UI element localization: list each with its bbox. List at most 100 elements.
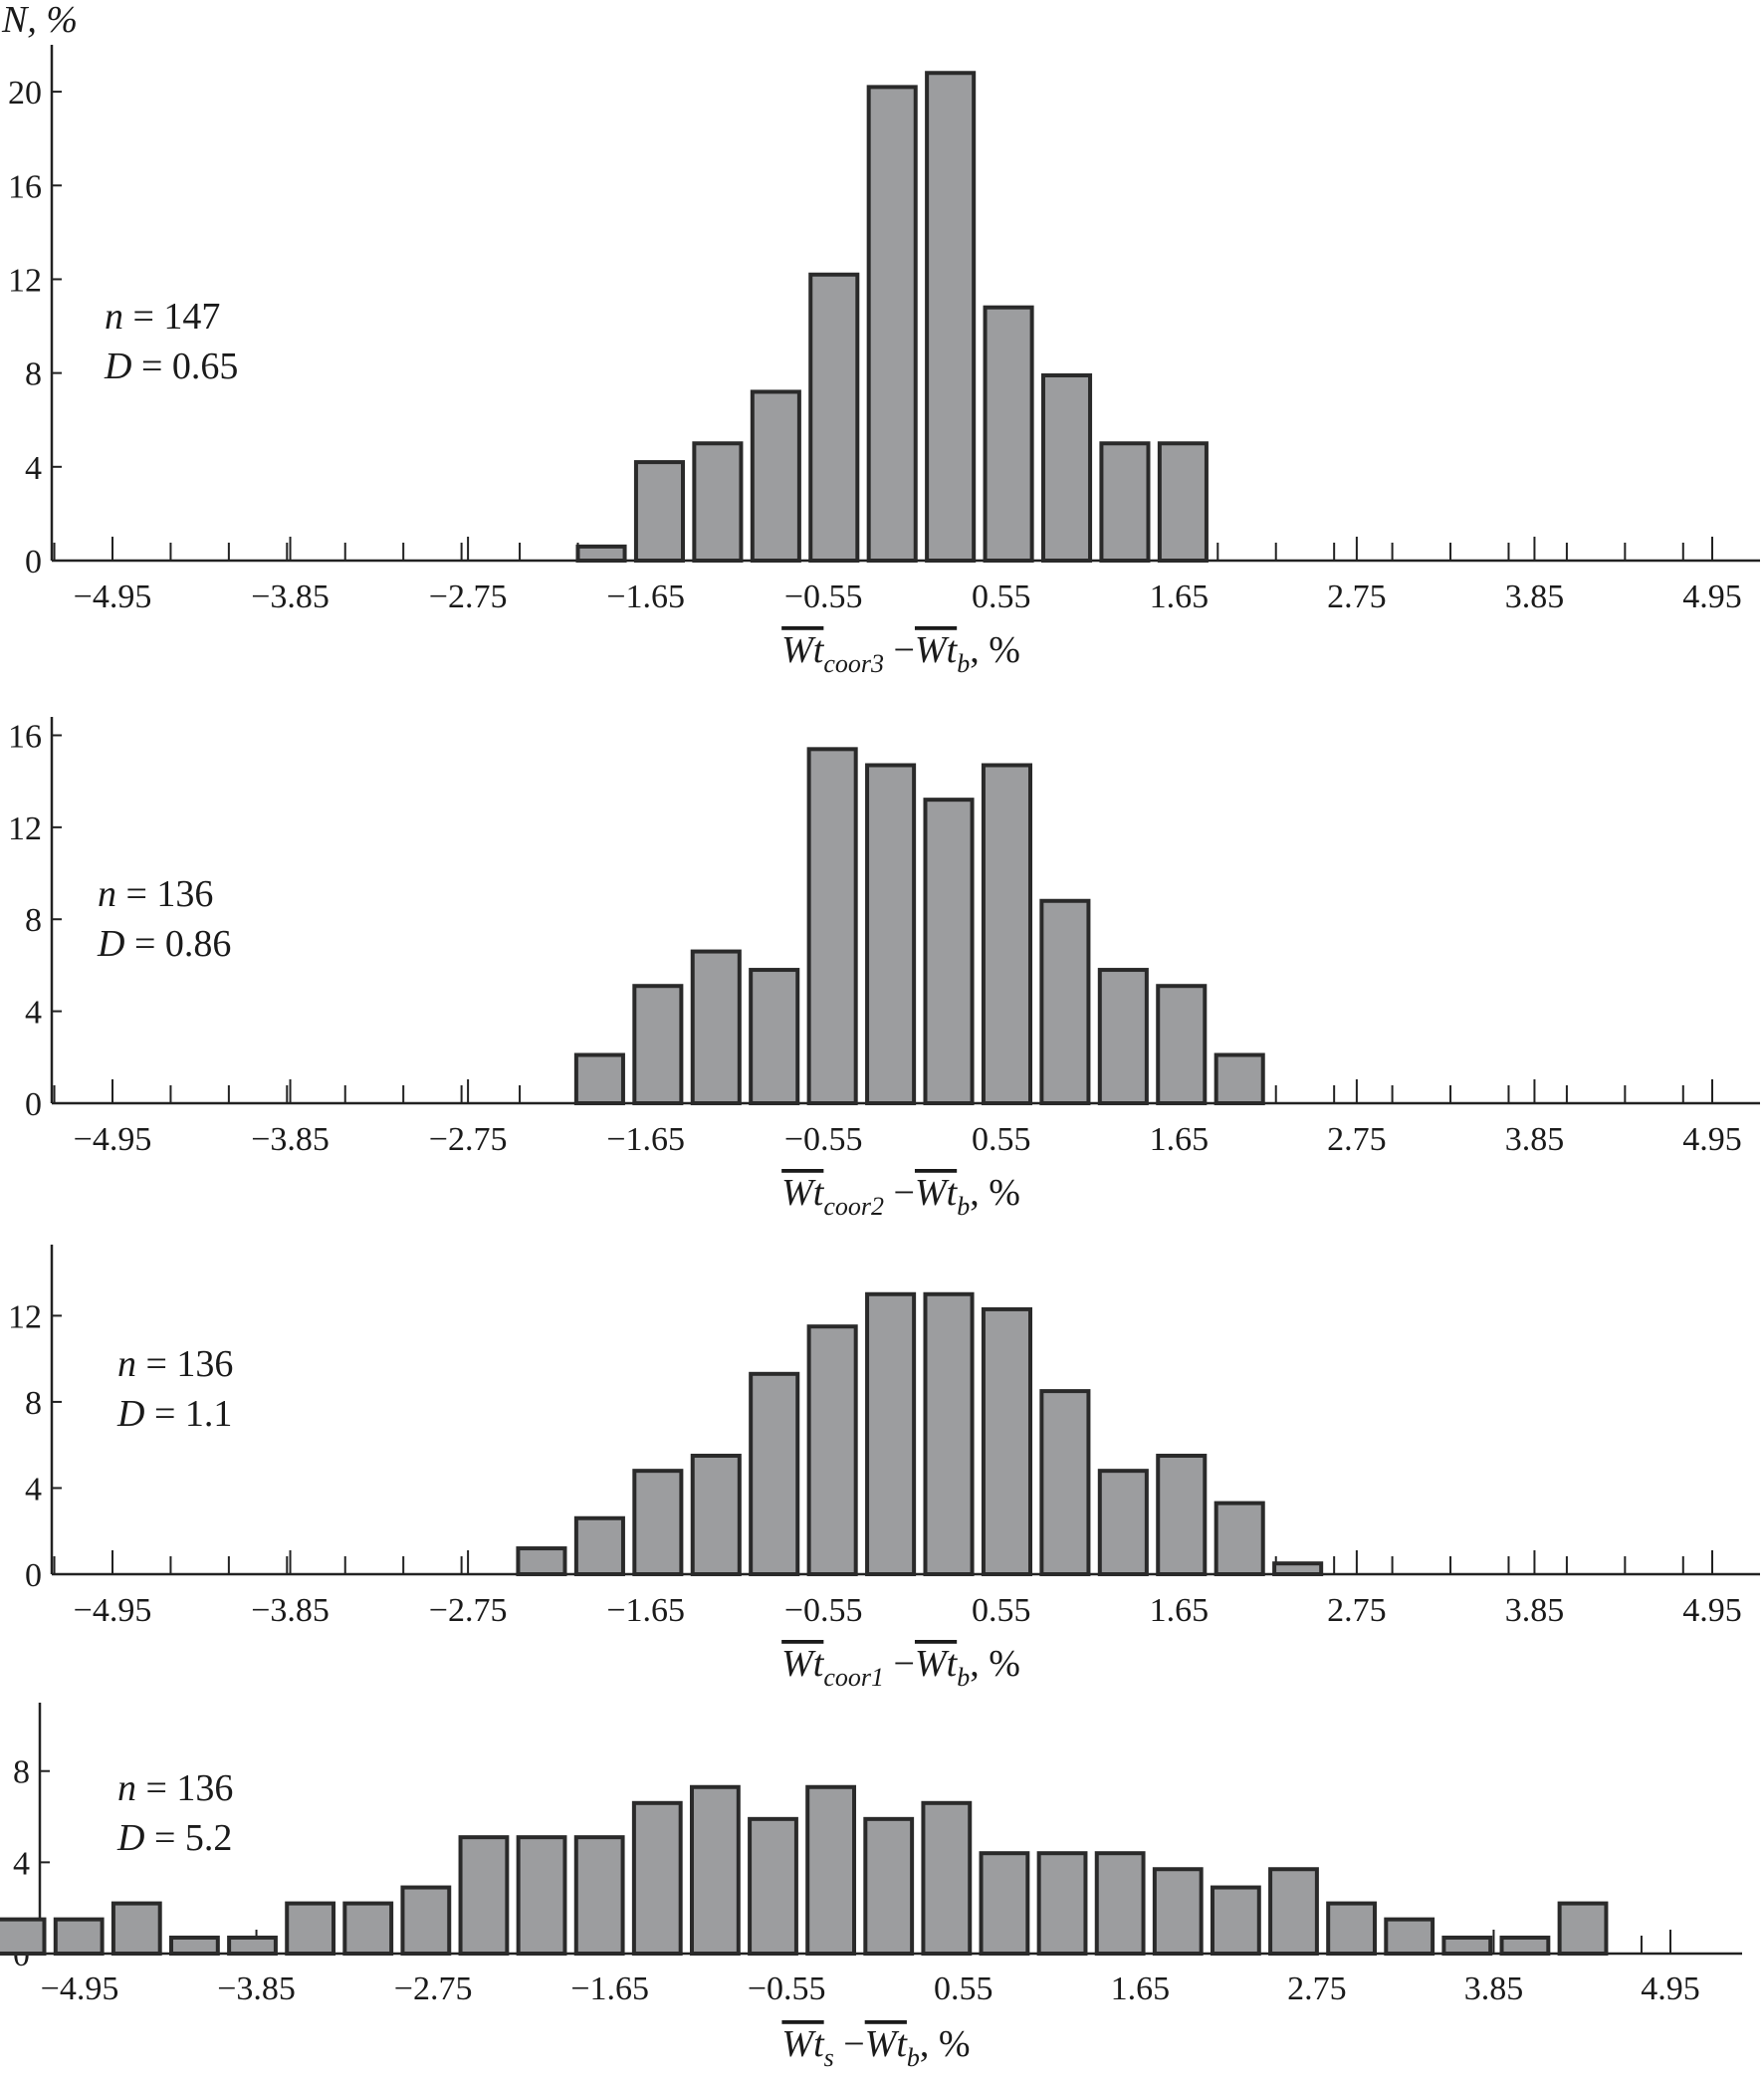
y-tick-label: 8 [25,1385,42,1422]
histogram-bar [750,389,801,563]
histogram-bar [1326,1901,1377,1956]
histogram-bar [748,1816,798,1956]
y-tick-label: 0 [25,544,42,580]
histogram-bar [573,1515,625,1576]
x-tick-label: −1.65 [606,579,685,615]
x-tick-label: 2.75 [1327,1592,1387,1629]
x-tick-label: 3.85 [1505,579,1565,615]
histogram-bar [1557,1901,1609,1956]
histogram-bar [1039,1389,1091,1576]
x-tick-label: −4.95 [74,1121,152,1158]
histogram-bar [342,1901,394,1956]
x-tick-label: −0.55 [784,579,863,615]
histogram-bar [1272,1561,1324,1576]
x-tick-label: −3.85 [251,1592,330,1629]
y-tick-label: 16 [8,718,42,755]
y-tick-label: 12 [8,811,42,847]
y-tick-label: 8 [25,356,42,393]
x-tick-label: −3.85 [251,579,330,615]
y-tick-label: 16 [8,168,42,205]
histogram-bar [863,1816,915,1956]
y-tick-label: 12 [8,262,42,299]
histogram-bar [1384,1917,1435,1956]
y-tick-label: 4 [25,995,42,1032]
x-tick-label: −3.85 [217,1970,296,2007]
histogram-bar [1097,968,1149,1105]
histogram-bar [689,1784,741,1957]
x-tick-label: 0.55 [934,1970,993,2007]
histogram-bar [925,71,977,563]
x-axis-label: Wtcoor3 −Wtb, % [781,629,1020,678]
histogram-bar [632,1469,684,1576]
x-tick-label: 1.65 [1150,1592,1210,1629]
x-tick-label: −2.75 [429,1121,508,1158]
histogram-bar [1036,1851,1088,1956]
histogram-bar [1097,1469,1149,1576]
histogram-bar [458,1835,510,1957]
x-tick-label: 3.85 [1505,1592,1565,1629]
histogram-bar [866,85,918,564]
x-axis-label: Wts −Wtb, % [781,2023,970,2072]
histogram-bar [169,1935,220,1956]
histogram-bar [981,763,1032,1105]
x-axis-label: Wtcoor1 −Wtb, % [781,1643,1020,1692]
sample-size-label: n = 147 [105,296,220,338]
x-tick-label: −4.95 [74,579,152,615]
x-tick-label: −0.55 [748,1970,826,2007]
histogram-bar [53,1917,105,1956]
x-axis-label: Wtcoor2 −Wtb, % [781,1172,1020,1221]
histogram-panel-4: 048−4.95−3.85−2.75−1.65−0.550.551.652.75… [0,1703,1742,2072]
histogram-bar [1499,1935,1551,1956]
histogram-bar [516,1546,567,1576]
histogram-bar [923,1291,975,1576]
histogram-panel-3: 0 4 8 12 −4.95 −3.85 −2.75 −1.65 −0.55 0.55 1.65 2.… [8,1245,1760,1692]
x-tick-label: −2.75 [429,579,508,615]
x-tick-label: 2.75 [1327,1121,1387,1158]
x-tick-label: 4.95 [1641,1970,1700,2007]
histogram-bar [1213,1052,1265,1105]
dispersion-label: D = 5.2 [116,1817,232,1859]
dispersion-label: D = 1.1 [116,1393,232,1435]
x-tick-label: 4.95 [1682,579,1742,615]
histogram-bar [516,1835,567,1957]
histogram-bar [1099,441,1151,564]
histogram-bar [1213,1501,1265,1576]
histogram-bar [1152,1867,1204,1956]
histogram-bar [285,1901,336,1956]
y-tick-label: 12 [8,1298,42,1335]
y-tick-label: 8 [25,902,42,939]
histogram-bar [1156,1454,1208,1576]
dispersion-label: D = 0.65 [104,346,238,387]
histogram-bar [1039,898,1091,1105]
histogram-bar [690,1454,742,1576]
x-tick-label: 1.65 [1150,579,1210,615]
histogram-bar [573,1835,625,1957]
x-tick-label: 3.85 [1464,1970,1524,2007]
x-tick-label: −0.55 [784,1121,863,1158]
histogram-bar [0,1917,47,1956]
x-tick-label: 1.65 [1150,1121,1210,1158]
y-tick-label: 4 [25,1471,42,1507]
y-tick-label: 4 [13,1845,30,1882]
histogram-bar [692,441,744,564]
histogram-bar [979,1851,1030,1956]
y-tick-label: 4 [25,450,42,487]
y-tick-label: 0 [25,1557,42,1594]
histogram-bar [865,763,917,1105]
histogram-bar [808,272,860,563]
y-tick-label: 20 [8,75,42,112]
histogram-bar [805,1784,857,1957]
histogram-bar [865,1291,917,1576]
histogram-bar [633,460,686,564]
histogram-bar [632,984,684,1106]
histogram-bar [1040,372,1093,563]
histogram-bar [1094,1851,1146,1956]
y-tick-label: 0 [25,1086,42,1123]
histogram-bar [575,544,627,564]
x-tick-label: −1.65 [570,1970,649,2007]
histogram-panel-2: 0 4 8 12 16 −4.95 −3.85 −2.75 −1.65 −0.55 0.55 1.65… [8,717,1760,1221]
x-tick-label: 4.95 [1682,1592,1742,1629]
histogram-bar [573,1052,625,1105]
histogram-bar [983,305,1034,563]
